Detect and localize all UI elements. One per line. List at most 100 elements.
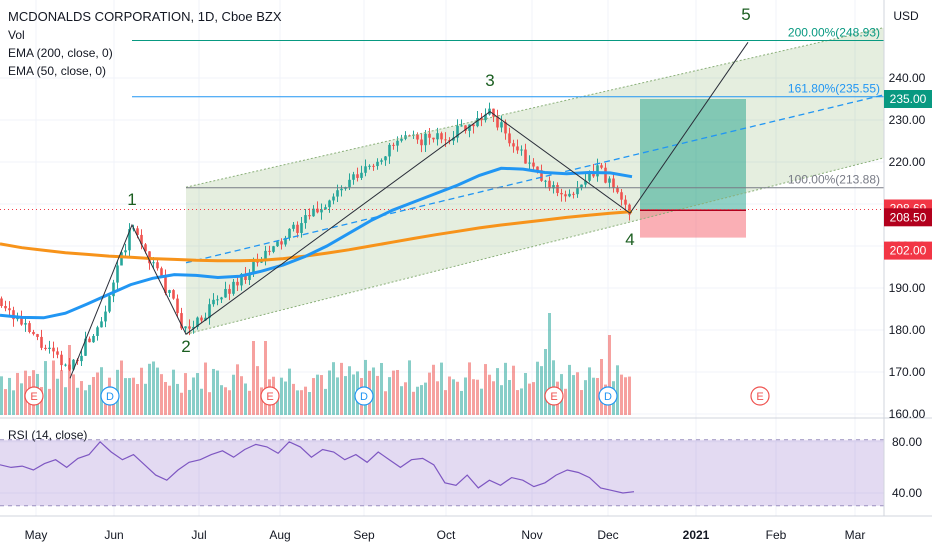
- volume-bar-55: [220, 385, 223, 415]
- volume-bar-149: [596, 377, 599, 415]
- wave-label-4: 5: [741, 5, 750, 24]
- candle-body-84: [336, 190, 339, 197]
- candle-body-100: [400, 138, 403, 141]
- candle-body-135: [540, 170, 543, 181]
- y-tick-0: 160.00: [889, 407, 926, 421]
- volume-bar-114: [456, 381, 459, 415]
- candle-body-93: [372, 165, 375, 167]
- volume-bar-109: [436, 381, 439, 415]
- volume-bar-33: [132, 377, 135, 415]
- volume-bar-13: [52, 360, 55, 415]
- volume-bar-99: [396, 369, 399, 415]
- x-tick-10: Mar: [845, 528, 866, 542]
- volume-bar-72: [288, 368, 291, 415]
- chart-legend: MCDONALDS CORPORATION, 1D, Cboe BZX Vol …: [8, 8, 282, 80]
- volume-bar-53: [212, 368, 215, 415]
- earnings-marker-2: [544, 386, 564, 406]
- candle-body-38: [152, 262, 155, 264]
- volume-bar-30: [120, 360, 123, 415]
- candle-body-90: [360, 172, 363, 178]
- volume-bar-57: [228, 390, 231, 415]
- candle-body-77: [308, 215, 311, 217]
- candle-body-32: [128, 229, 131, 251]
- volume-bar-41: [164, 381, 167, 415]
- rsi-pane: [0, 417, 932, 507]
- dividend-marker-text-0: D: [106, 391, 114, 403]
- axes: USD160.00170.00180.00190.00200.00210.002…: [0, 0, 932, 542]
- dividend-marker-1: [354, 386, 374, 406]
- x-tick-8: 2021: [683, 528, 710, 542]
- x-tick-6: Nov: [521, 528, 542, 542]
- candle-body-149: [596, 165, 599, 177]
- legend-ema-200[interactable]: EMA (200, close, 0): [8, 46, 113, 60]
- price-badge-text-3: 202.00: [890, 244, 927, 258]
- volume-bar-19: [76, 387, 79, 415]
- candle-body-82: [328, 200, 331, 208]
- candle-body-150: [600, 165, 603, 168]
- drawing-lines: 200.00%(248.93) 161.80%(235.55) 100.00%(21…: [0, 5, 885, 379]
- x-tick-1: Jun: [104, 528, 123, 542]
- candle-body-94: [376, 161, 379, 167]
- candle-body-79: [316, 208, 319, 213]
- candle-body-23: [92, 335, 95, 343]
- earnings-marker-text-1: E: [266, 391, 273, 403]
- price-badge-text-2: 208.50: [890, 210, 927, 224]
- position-loss-zone: [640, 210, 746, 238]
- candle-body-21: [84, 338, 87, 356]
- candle-body-130: [520, 149, 523, 151]
- candle-body-143: [572, 193, 575, 195]
- candle-body-129: [516, 146, 519, 151]
- volume-bar-88: [352, 374, 355, 415]
- candle-body-119: [476, 118, 479, 127]
- volume-bar-16: [64, 387, 67, 415]
- volume-bar-5: [20, 383, 23, 415]
- candle-body-29: [116, 265, 119, 283]
- earnings-marker-text-0: E: [30, 391, 37, 403]
- volume-bar-94: [376, 375, 379, 415]
- candle-body-71: [284, 237, 287, 245]
- y-tick-1: 170.00: [889, 365, 926, 379]
- channel-upper: [185, 27, 885, 188]
- candle-body-92: [368, 165, 371, 167]
- candle-body-109: [436, 133, 439, 140]
- candle-body-142: [568, 193, 571, 197]
- volume-bar-100: [400, 386, 403, 415]
- candle-body-46: [184, 326, 187, 329]
- legend-volume[interactable]: Vol: [8, 28, 25, 42]
- candle-body-126: [504, 122, 507, 134]
- candle-body-55: [220, 297, 223, 300]
- candle-body-110: [440, 133, 443, 140]
- volume-bar-35: [140, 367, 143, 415]
- candle-body-127: [508, 133, 511, 144]
- x-tick-2: Jul: [191, 528, 206, 542]
- rsi-legend[interactable]: RSI (14, close): [8, 428, 88, 442]
- volume-bar-147: [588, 367, 591, 415]
- x-tick-7: Dec: [597, 528, 618, 542]
- volume-bar-56: [224, 387, 227, 415]
- ema-200-line: [0, 210, 633, 263]
- y-tick-7: 230.00: [889, 113, 926, 127]
- volume-bar-65: [260, 387, 263, 415]
- legend-ema-50[interactable]: EMA (50, close, 0): [8, 64, 107, 78]
- candle-body-30: [120, 252, 123, 266]
- volume-bar-120: [480, 388, 483, 415]
- volume-bar-101: [404, 382, 407, 415]
- candle-body-14: [56, 351, 59, 355]
- earnings-marker-text-2: E: [550, 391, 557, 403]
- volume-bar-156: [624, 377, 627, 415]
- candle-body-120: [480, 118, 483, 121]
- dividend-marker-text-2: D: [604, 391, 612, 403]
- candle-body-16: [64, 364, 67, 366]
- candle-body-125: [500, 122, 503, 128]
- rsi-tick-1: 80.00: [892, 435, 922, 449]
- candle-body-128: [512, 143, 515, 147]
- volume-bar-23: [92, 376, 95, 415]
- candle-body-154: [616, 187, 619, 193]
- event-markers: E E E ED D D: [24, 386, 770, 406]
- volume-bar-155: [620, 374, 623, 415]
- volume-bar-42: [168, 385, 171, 415]
- candle-body-80: [320, 209, 323, 213]
- volume-bar-37: [148, 363, 151, 415]
